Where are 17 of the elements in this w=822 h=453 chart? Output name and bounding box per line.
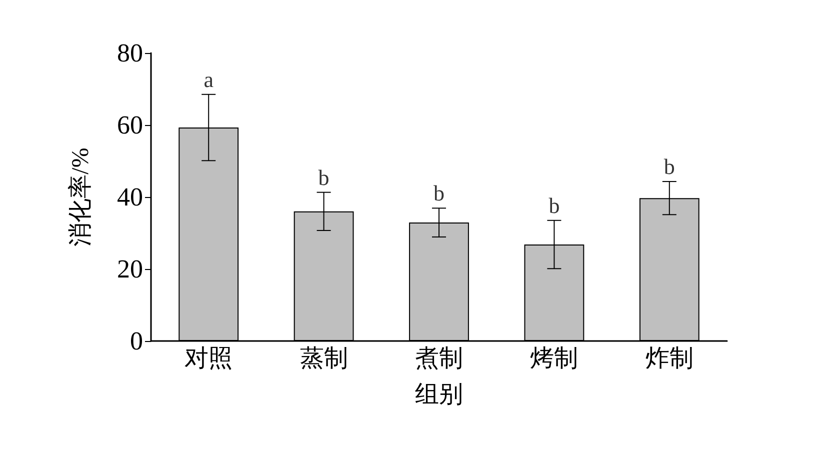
annotation: b — [664, 154, 675, 180]
y-tick-label: 60 — [117, 110, 143, 140]
annotation: b — [434, 180, 444, 206]
y-tick-label: 20 — [117, 254, 143, 284]
y-tick-label: 80 — [117, 38, 143, 68]
annotation: a — [204, 66, 214, 92]
x-tick-label: 炸制 — [645, 346, 694, 372]
y-tick-label: 40 — [117, 182, 143, 212]
annotation: b — [548, 192, 560, 218]
y-axis-title: 消化率/% — [67, 148, 94, 246]
x-tick-label: 煮制 — [415, 346, 463, 372]
y-tick-label: 0 — [130, 326, 143, 356]
x-tick-label: 烤制 — [530, 346, 578, 372]
x-tick-label: 蒸制 — [300, 346, 348, 372]
x-tick-label: 对照 — [184, 346, 233, 372]
annotation: b — [318, 164, 330, 190]
x-axis-title: 组别 — [415, 382, 463, 408]
